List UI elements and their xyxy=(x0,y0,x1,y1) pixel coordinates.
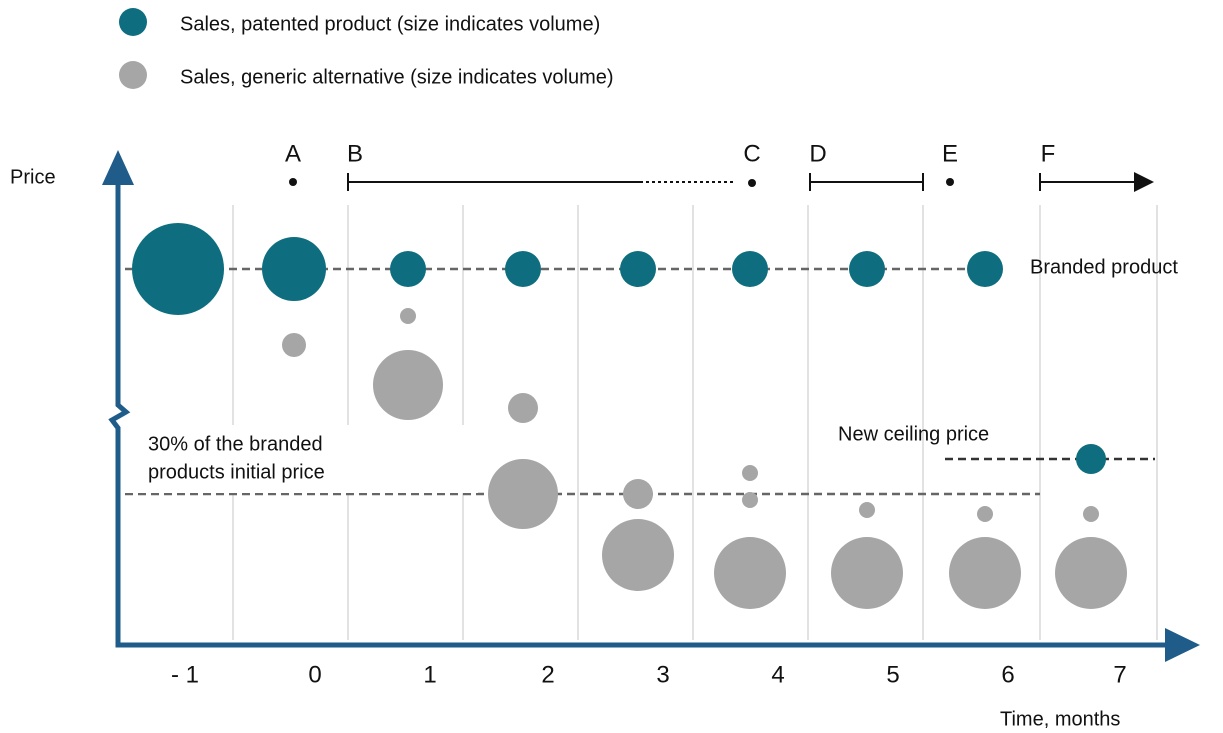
legend-label: Sales, patented product (size indicates … xyxy=(180,13,600,35)
phase-label: C xyxy=(743,140,760,167)
x-tick-label: 5 xyxy=(886,661,899,688)
x-tick-label: 7 xyxy=(1113,661,1126,688)
y-axis-label: Price xyxy=(10,166,56,188)
generic-bubble xyxy=(623,479,653,509)
x-axis-label: Time, months xyxy=(1000,708,1120,730)
patented-bubble xyxy=(620,251,656,287)
annotation-box xyxy=(120,425,478,493)
generic-bubble xyxy=(714,537,786,609)
phase-label: D xyxy=(809,140,826,167)
phase-label: F xyxy=(1041,140,1056,167)
x-tick-label: 0 xyxy=(308,661,321,688)
x-tick-label: 4 xyxy=(771,661,784,688)
phase-label: B xyxy=(347,140,363,167)
x-axis-arrow xyxy=(1165,628,1200,662)
legend-label: Sales, generic alternative (size indicat… xyxy=(180,66,614,88)
patented-bubble xyxy=(732,251,768,287)
generic-bubble xyxy=(508,393,538,423)
generic-bubble xyxy=(400,308,416,324)
annotation: 30% of the branded xyxy=(148,433,323,455)
legend-swatch xyxy=(119,8,147,36)
patented-bubble xyxy=(390,251,426,287)
x-tick-label: - 1 xyxy=(171,661,199,688)
generic-bubble xyxy=(1083,506,1099,522)
legend-swatch xyxy=(119,61,147,89)
patented-bubble xyxy=(132,223,224,315)
x-tick-label: 1 xyxy=(423,661,436,688)
generic-bubble xyxy=(373,350,443,420)
generic-bubble xyxy=(831,537,903,609)
generic-bubble xyxy=(742,492,758,508)
patented-bubble xyxy=(262,237,326,301)
x-tick-label: 2 xyxy=(541,661,554,688)
y-axis-arrow xyxy=(102,150,134,185)
generic-bubble xyxy=(1055,537,1127,609)
generic-bubble xyxy=(282,333,306,357)
generic-bubble xyxy=(859,502,875,518)
annotation: products initial price xyxy=(148,461,325,483)
patented-bubble xyxy=(1076,444,1106,474)
generic-bubble xyxy=(488,459,558,529)
phase-label: A xyxy=(285,140,301,167)
generic-bubble xyxy=(602,519,674,591)
generic-bubble xyxy=(742,465,758,481)
phase-dots xyxy=(289,178,954,187)
annotation: Branded product xyxy=(1030,256,1178,278)
generic-bubble xyxy=(977,506,993,522)
phase-lines xyxy=(347,172,1154,192)
axes xyxy=(108,180,1170,648)
patented-bubble xyxy=(967,251,1003,287)
x-tick-label: 6 xyxy=(1001,661,1014,688)
annotation: New ceiling price xyxy=(838,423,989,445)
patented-bubble xyxy=(849,251,885,287)
patented-bubble xyxy=(505,251,541,287)
phase-label: E xyxy=(942,140,958,167)
x-tick-label: 3 xyxy=(656,661,669,688)
generic-bubble xyxy=(949,537,1021,609)
